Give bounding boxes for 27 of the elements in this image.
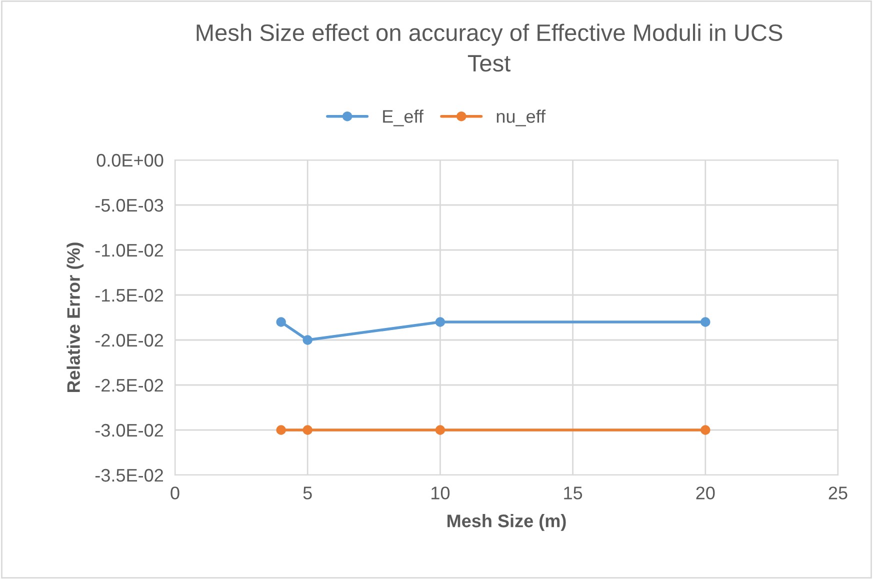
legend-label: E_eff bbox=[383, 110, 424, 126]
y-tick-label: -3.0E-02 bbox=[95, 424, 163, 437]
point bbox=[700, 317, 710, 327]
x-tick-label: 5 bbox=[303, 486, 312, 500]
point bbox=[700, 425, 710, 435]
point bbox=[276, 317, 286, 327]
y-tick-label: -1.5E-02 bbox=[95, 288, 163, 302]
y-axis-title: Relative Error (%) bbox=[66, 242, 84, 392]
x-tick-label: 15 bbox=[564, 486, 582, 500]
y-tick-label: -3.5E-02 bbox=[95, 468, 163, 482]
point bbox=[435, 317, 446, 327]
y-tick-label: 0.0E+00 bbox=[96, 154, 164, 167]
y-tick-label: -2.5E-02 bbox=[95, 378, 163, 392]
x-tick-label: 25 bbox=[828, 486, 848, 500]
point bbox=[276, 425, 286, 435]
point bbox=[435, 425, 446, 435]
x-tick-label: 10 bbox=[432, 486, 450, 500]
x-tick-label: 20 bbox=[696, 486, 715, 500]
x-axis-title: Mesh Size (m) bbox=[448, 514, 566, 531]
point bbox=[302, 425, 312, 435]
y-tick-label: -1.0E-02 bbox=[95, 244, 163, 257]
legend-label: nu_eff bbox=[496, 110, 546, 126]
y-tick-label: -5.0E-03 bbox=[95, 198, 164, 212]
chart-title: Mesh Size effect on accuracy of Effective Moduli in UCS Test bbox=[196, 24, 782, 72]
point bbox=[302, 335, 312, 345]
y-tick-label: -2.0E-02 bbox=[95, 334, 163, 347]
x-tick-label: 0 bbox=[170, 486, 180, 500]
